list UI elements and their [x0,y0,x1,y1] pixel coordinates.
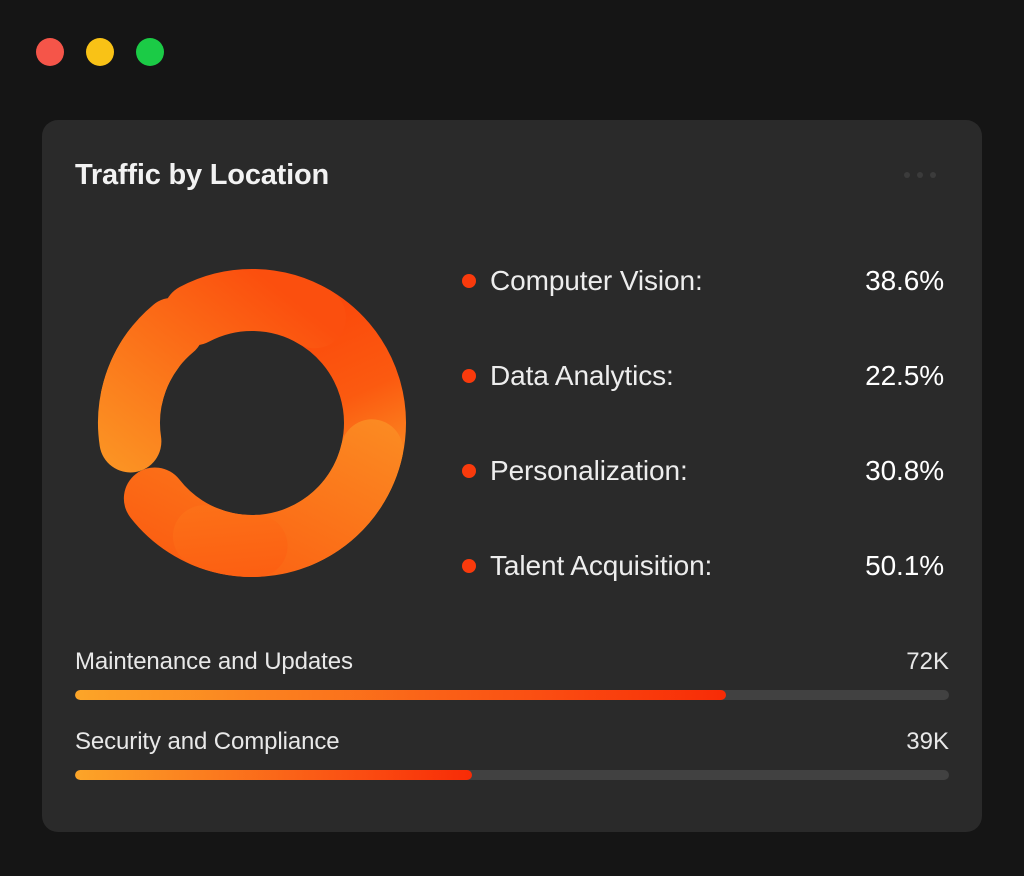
progress-track[interactable] [75,690,949,700]
page-title: Traffic by Location [75,159,330,191]
progress-fill [75,690,727,700]
minimize-button[interactable] [86,38,114,66]
legend-value: 30.8% [865,454,944,486]
donut-chart [42,228,462,618]
progress-header: Security and Compliance 39K [75,728,949,756]
donut-segment-personalization[interactable] [87,258,417,588]
legend-value: 38.6% [865,264,944,296]
menu-dot [917,172,923,178]
progress-bar-list: Maintenance and Updates 72K Security and… [75,648,949,808]
progress-label: Maintenance and Updates [75,648,353,675]
progress-track[interactable] [75,770,949,780]
progress-label: Security and Compliance [75,728,340,755]
progress-value: 72K [906,648,949,675]
legend-item-computer-vision[interactable]: Computer Vision: 38.6% [462,233,944,328]
legend-bullet-icon [462,558,476,573]
progress-item-security-and-compliance: Security and Compliance 39K [75,728,949,780]
menu-dot [930,172,936,178]
legend-item-personalization[interactable]: Personalization: 30.8% [462,423,944,518]
close-button[interactable] [36,38,64,66]
legend-bullet-icon [462,273,476,288]
window-controls [36,38,164,66]
legend-label: Computer Vision: [490,264,703,296]
donut-chart-svg [87,258,417,588]
legend-label: Talent Acquisition: [490,549,713,581]
progress-value: 39K [906,728,949,755]
legend-label: Personalization: [490,454,688,486]
legend-value: 50.1% [865,549,944,581]
legend-item-talent-acquisition[interactable]: Talent Acquisition: 50.1% [462,518,944,613]
traffic-by-location-card: Traffic by Location [42,120,982,832]
maximize-button[interactable] [136,38,164,66]
legend-bullet-icon [462,463,476,478]
donut-segment-computer-vision[interactable] [87,258,417,588]
progress-fill [75,770,472,780]
legend-bullet-icon [462,368,476,383]
legend-item-data-analytics[interactable]: Data Analytics: 22.5% [462,328,944,423]
menu-dot [904,172,910,178]
legend-value: 22.5% [865,359,944,391]
legend: Computer Vision: 38.6% Data Analytics: 2… [462,233,982,613]
chart-and-legend: Computer Vision: 38.6% Data Analytics: 2… [42,228,982,618]
legend-label: Data Analytics: [490,359,674,391]
more-options-icon[interactable] [904,172,936,178]
card-header: Traffic by Location [75,152,949,198]
progress-header: Maintenance and Updates 72K [75,648,949,676]
progress-item-maintenance-and-updates: Maintenance and Updates 72K [75,648,949,700]
